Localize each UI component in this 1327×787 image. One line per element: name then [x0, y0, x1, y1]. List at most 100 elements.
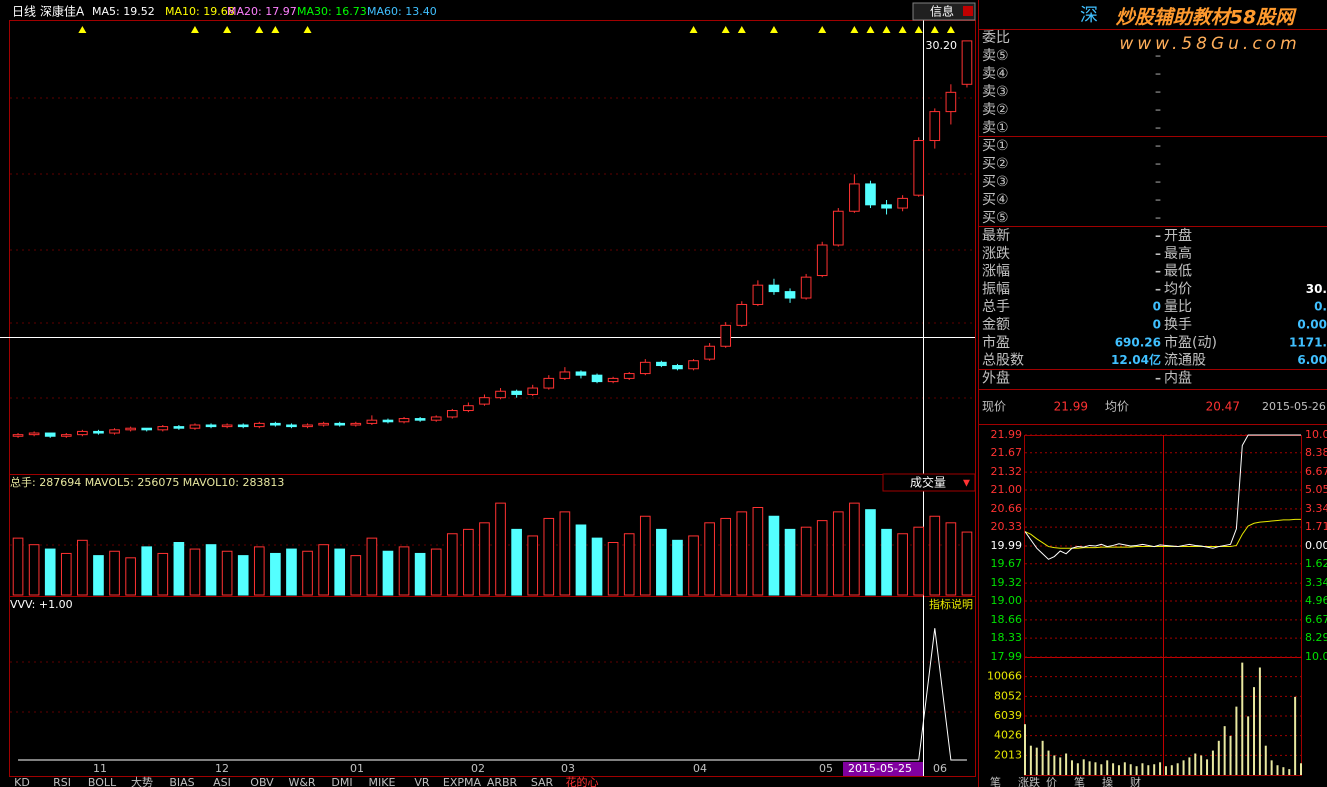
candle-body	[897, 197, 908, 209]
vol-tick-label: 8052	[994, 689, 1022, 702]
order-value: –	[1155, 67, 1161, 81]
price-tick-label: 20.33	[991, 520, 1023, 533]
volume-bar	[607, 542, 619, 596]
selector[interactable]	[882, 473, 976, 492]
price-tick-label: 18.33	[991, 631, 1023, 644]
panel-tab[interactable]: 财	[1130, 775, 1141, 787]
info-button[interactable]	[912, 2, 976, 21]
indicator-tab[interactable]: RSI	[53, 776, 71, 787]
panel-tab[interactable]: 操	[1102, 775, 1113, 787]
volume-bar	[929, 515, 941, 596]
stat-value: 30.	[1306, 282, 1327, 296]
volume-bar	[463, 528, 474, 596]
order-value: –	[1155, 49, 1161, 63]
price-line	[1024, 434, 1301, 560]
indicator-tab[interactable]: 花的心	[566, 775, 599, 787]
price-tick-label: 19.67	[991, 557, 1023, 570]
ma-label: MA10: 19.68	[165, 5, 235, 18]
ma-label: MA30: 16.73	[297, 5, 367, 18]
signal-marker	[898, 26, 907, 33]
candle-body	[414, 418, 426, 421]
month-label: 01	[350, 762, 364, 775]
stat-value: 0.	[1314, 300, 1327, 314]
indicator-tab[interactable]: OBV	[250, 776, 274, 787]
volume-bar	[334, 548, 346, 596]
indicator-tab[interactable]: KD	[14, 776, 30, 787]
stat-label: 开盘	[1164, 227, 1192, 244]
indicator-tab[interactable]: W&R	[288, 776, 315, 787]
candle-body	[28, 432, 40, 436]
indicator-line	[18, 628, 967, 761]
stat-label: 市盈	[982, 334, 1010, 351]
volume-bar	[157, 552, 169, 596]
candle-body	[479, 397, 490, 405]
indicator-tab[interactable]: BIAS	[169, 776, 194, 787]
month-label: 06	[933, 762, 947, 775]
month-label: 05	[819, 762, 833, 775]
candle-body	[511, 390, 522, 395]
candle-body	[44, 432, 56, 437]
vol-tick-label: 4026	[994, 729, 1022, 742]
pct-tick-label: 10.0	[1305, 428, 1327, 441]
indicator-tab[interactable]: VR	[414, 776, 430, 787]
stat-label: 量比	[1164, 299, 1192, 315]
info-button-label[interactable]: 信息	[930, 4, 954, 19]
month-label: 2015-05-25	[848, 762, 912, 775]
indicator-help[interactable]: 指标说明	[929, 597, 973, 611]
candle-body	[865, 183, 876, 206]
order-label: 买④	[982, 192, 1009, 208]
indicator-tab[interactable]: SAR	[531, 776, 554, 787]
frames	[9, 0, 979, 787]
volume-bar	[768, 515, 780, 596]
panel-tab[interactable]: 价	[1046, 776, 1057, 787]
stat-value: 1171.	[1289, 335, 1327, 349]
close-button[interactable]	[963, 6, 973, 16]
volume-bar	[479, 522, 490, 596]
period: 日线	[12, 5, 36, 19]
indicator-tab[interactable]: MIKE	[369, 776, 396, 787]
signal-marker	[914, 26, 923, 33]
avg-line	[1024, 518, 1301, 549]
panel-tab[interactable]: 涨跌	[1018, 775, 1040, 787]
selector-label[interactable]: 成交量	[910, 475, 946, 490]
indicator-tab[interactable]: ASI	[213, 776, 231, 787]
stat-value: –	[1155, 229, 1161, 243]
volume-bar	[865, 509, 876, 596]
volume-bar	[591, 537, 603, 596]
candle-body	[270, 422, 281, 426]
stat-value: –	[1155, 282, 1161, 296]
signal-marker	[882, 26, 891, 33]
selector-arrow[interactable]: ▼	[963, 479, 970, 489]
indicator-tab[interactable]: 大势	[131, 775, 153, 787]
candle-body	[688, 360, 699, 370]
volume-bar	[446, 533, 458, 596]
main-grid	[10, 97, 975, 713]
signal-marker	[930, 26, 939, 33]
order-book-title: 委比	[982, 30, 1010, 46]
corner-mark: 深	[1080, 5, 1098, 26]
volume-bar	[881, 528, 892, 596]
volume-title: 总手: 287694 MAVOL5: 256075 MAVOL10: 28381…	[10, 475, 284, 489]
indicator-tab[interactable]: BOLL	[88, 776, 117, 787]
volume-bar	[945, 522, 957, 596]
month-label: 02	[471, 762, 485, 775]
panel-tab[interactable]: 笔	[1074, 775, 1085, 787]
indicator-tab[interactable]: ARBR	[487, 776, 518, 787]
volume-bar	[173, 542, 185, 596]
volume-bar	[221, 550, 233, 596]
price-tick-label: 21.99	[991, 428, 1023, 441]
panel-tab[interactable]: 笔	[990, 775, 1001, 787]
stat-label: 金额	[982, 317, 1010, 333]
candle-body	[141, 427, 153, 431]
volume-bar	[704, 522, 715, 596]
candle-body	[559, 371, 571, 379]
signal-marker	[78, 26, 87, 33]
indicator-tab[interactable]: EXPMA	[443, 776, 482, 787]
indicator-tab[interactable]: DMI	[331, 776, 352, 787]
stat-value: –	[1155, 371, 1161, 385]
volume-bar	[77, 539, 88, 596]
candle-body	[157, 426, 169, 431]
candle-body	[800, 276, 812, 299]
